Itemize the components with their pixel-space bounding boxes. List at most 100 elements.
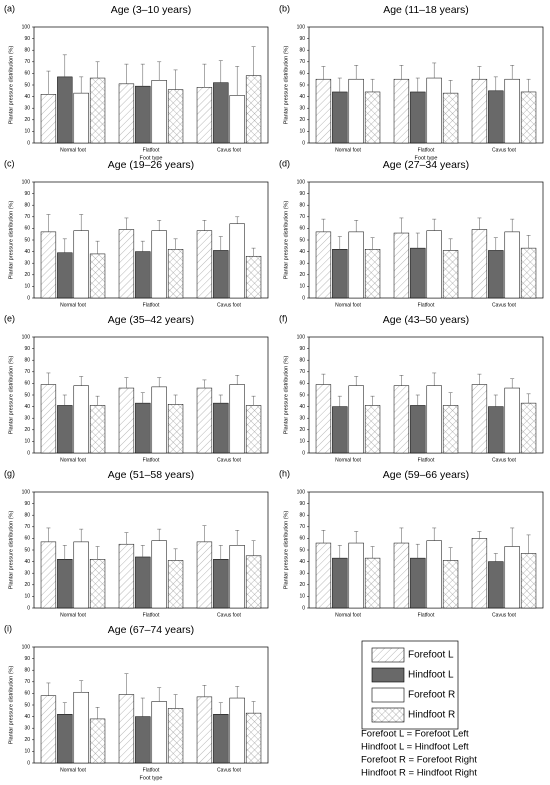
y-tick-label: 60	[24, 536, 30, 542]
bar	[488, 90, 504, 144]
y-tick-label: 70	[24, 369, 30, 375]
bar	[151, 230, 167, 299]
y-tick-label: 50	[299, 237, 305, 243]
y-tick-label: 70	[299, 369, 305, 375]
error-bar	[251, 395, 256, 406]
y-tick-label: 60	[24, 691, 30, 697]
error-bar	[477, 217, 482, 230]
bar	[89, 405, 106, 454]
error-bar	[173, 238, 178, 250]
y-tick-label: 40	[299, 404, 305, 410]
bar	[426, 77, 442, 144]
bar	[426, 385, 442, 454]
bar	[57, 405, 73, 454]
bar	[167, 404, 184, 454]
error-bar	[235, 375, 240, 385]
bar	[504, 78, 520, 144]
bar	[471, 384, 488, 454]
x-tick-label: Normal foot	[60, 457, 86, 463]
y-tick-label: 20	[299, 582, 305, 588]
x-tick-label: Cavus foot	[217, 457, 242, 463]
y-tick-label: 70	[24, 679, 30, 685]
error-bar	[173, 694, 178, 709]
y-tick-label: 0	[27, 760, 30, 766]
y-tick-label: 0	[302, 295, 305, 301]
bar	[151, 540, 167, 609]
error-bar	[510, 65, 515, 80]
bar	[135, 556, 151, 609]
x-tick-label: Cavus foot	[492, 612, 517, 618]
y-axis-label: Plantar pressure distribution (%)	[283, 511, 289, 590]
bar	[393, 385, 410, 454]
x-tick-label: Flatfoot	[143, 612, 160, 618]
legend-note: Forefoot R = Forefoot Right	[361, 755, 477, 766]
error-bar	[218, 60, 223, 83]
bar	[229, 384, 245, 454]
y-tick-label: 90	[24, 346, 30, 352]
panel-label: (c)	[4, 158, 15, 168]
y-tick-label: 80	[24, 358, 30, 364]
panel-title: Age (51–58 years)	[108, 469, 194, 481]
error-bar	[46, 682, 51, 696]
bar	[393, 232, 410, 299]
error-bar	[337, 236, 342, 250]
bar	[89, 559, 106, 609]
plot-frame	[33, 26, 269, 144]
panel-title: Age (67–74 years)	[108, 624, 194, 636]
y-tick-label: 80	[24, 513, 30, 519]
error-bar	[370, 78, 375, 92]
error-bar	[95, 707, 100, 719]
y-tick-label: 60	[299, 536, 305, 542]
bar	[213, 714, 229, 764]
panel-label: (d)	[279, 158, 290, 168]
plot-frame	[33, 181, 269, 299]
bar	[315, 78, 332, 144]
bar	[442, 92, 459, 144]
bar	[332, 91, 348, 144]
x-tick-label: Cavus foot	[492, 147, 517, 153]
y-tick-label: 100	[22, 334, 31, 340]
y-tick-label: 100	[22, 489, 31, 495]
y-tick-label: 90	[24, 36, 30, 42]
bar	[213, 402, 229, 454]
error-bar	[399, 375, 404, 386]
error-bar	[399, 527, 404, 544]
y-tick-label: 30	[24, 106, 30, 112]
x-axis-label: Foot type	[415, 155, 438, 161]
bar	[348, 78, 364, 144]
x-tick-label: Normal foot	[60, 612, 86, 618]
bar	[364, 91, 381, 144]
y-tick-label: 10	[299, 284, 305, 290]
bar	[348, 385, 364, 454]
panel-title: Age (19–26 years)	[108, 159, 194, 171]
bar	[426, 540, 442, 609]
bar	[135, 85, 151, 144]
error-bar	[95, 395, 100, 406]
bar	[442, 560, 459, 609]
error-bar	[124, 532, 129, 545]
bar	[57, 76, 73, 144]
y-tick-label: 40	[24, 714, 30, 720]
bar	[57, 714, 73, 764]
panel-title: Age (59–66 years)	[383, 469, 469, 481]
error-bar	[46, 214, 51, 232]
y-tick-label: 80	[299, 48, 305, 54]
bar	[332, 557, 348, 609]
panel-label: (b)	[279, 3, 290, 13]
panel-title: Age (43–50 years)	[383, 314, 469, 326]
bar	[151, 80, 167, 144]
y-tick-label: 30	[24, 261, 30, 267]
x-tick-label: Cavus foot	[492, 302, 517, 308]
error-bar	[157, 687, 162, 702]
plot-frame	[308, 336, 544, 454]
y-tick-label: 50	[299, 547, 305, 553]
bar	[471, 78, 488, 144]
y-tick-label: 80	[24, 668, 30, 674]
error-bar	[218, 236, 223, 251]
error-bar	[432, 62, 437, 79]
y-tick-label: 100	[22, 179, 31, 185]
bar	[315, 542, 332, 609]
y-tick-label: 100	[22, 644, 31, 650]
x-tick-label: Normal foot	[335, 612, 361, 618]
